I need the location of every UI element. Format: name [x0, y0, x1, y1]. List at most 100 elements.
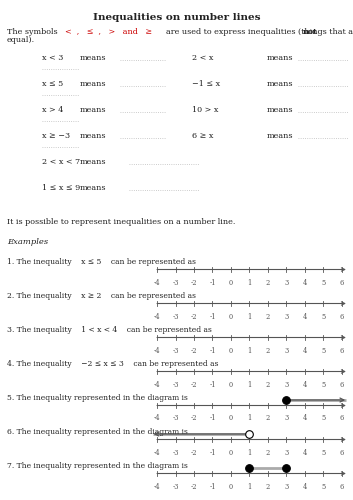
Text: 4: 4: [303, 312, 307, 320]
Text: means: means: [267, 132, 293, 140]
Text: x < 3: x < 3: [42, 54, 64, 62]
Text: 4. The inequality    −2 ≤ x ≤ 3    can be represented as: 4. The inequality −2 ≤ x ≤ 3 can be repr…: [7, 360, 219, 368]
Text: means: means: [267, 80, 293, 88]
Text: 1 ≤ x ≤ 9: 1 ≤ x ≤ 9: [42, 184, 80, 192]
Text: x ≥ −3: x ≥ −3: [42, 132, 71, 140]
Text: 2: 2: [266, 346, 270, 354]
Text: -2: -2: [191, 482, 197, 490]
Text: 5: 5: [321, 414, 325, 422]
Text: means: means: [267, 54, 293, 62]
Text: 2 < x: 2 < x: [192, 54, 214, 62]
Text: 3: 3: [284, 448, 288, 456]
Text: 1. The inequality    x ≤ 5    can be represented as: 1. The inequality x ≤ 5 can be represent…: [7, 258, 196, 266]
Text: -3: -3: [172, 380, 179, 388]
Text: -4: -4: [154, 278, 160, 286]
Text: -2: -2: [191, 312, 197, 320]
Text: <  ,   ≤  ,   >   and   ≥: < , ≤ , > and ≥: [65, 28, 152, 36]
Text: 6: 6: [340, 380, 344, 388]
Text: means: means: [79, 184, 106, 192]
Text: It is possible to represent inequalities on a number line.: It is possible to represent inequalities…: [7, 218, 235, 226]
Text: 4: 4: [303, 448, 307, 456]
Text: -1: -1: [209, 278, 216, 286]
Text: 0: 0: [229, 312, 233, 320]
Text: 3: 3: [284, 482, 288, 490]
Text: 1: 1: [247, 346, 252, 354]
Text: 1: 1: [247, 414, 252, 422]
Text: 0: 0: [229, 380, 233, 388]
Text: 5: 5: [321, 346, 325, 354]
Text: 6: 6: [340, 312, 344, 320]
Text: Inequalities on number lines: Inequalities on number lines: [93, 13, 260, 22]
Text: -1: -1: [209, 482, 216, 490]
Text: -4: -4: [154, 414, 160, 422]
Text: -4: -4: [154, 380, 160, 388]
Text: -3: -3: [172, 448, 179, 456]
Text: 6: 6: [340, 278, 344, 286]
Text: 0: 0: [229, 448, 233, 456]
Text: means: means: [267, 106, 293, 114]
Text: means: means: [79, 54, 106, 62]
Text: -1: -1: [209, 346, 216, 354]
Text: 6: 6: [340, 346, 344, 354]
Text: -4: -4: [154, 482, 160, 490]
Text: 1: 1: [247, 380, 252, 388]
Text: 3: 3: [284, 380, 288, 388]
Text: 1: 1: [247, 448, 252, 456]
Text: -3: -3: [172, 346, 179, 354]
Text: -1: -1: [209, 312, 216, 320]
Text: -1: -1: [209, 448, 216, 456]
Text: -3: -3: [172, 312, 179, 320]
Text: not: not: [303, 28, 318, 36]
Text: The symbols: The symbols: [7, 28, 68, 36]
Text: 2: 2: [266, 380, 270, 388]
Text: means: means: [79, 158, 106, 166]
Text: 2 < x < 7: 2 < x < 7: [42, 158, 80, 166]
Text: x > 4: x > 4: [42, 106, 64, 114]
Text: 4: 4: [303, 482, 307, 490]
Text: 2: 2: [266, 448, 270, 456]
Text: means: means: [79, 132, 106, 140]
Text: 5: 5: [321, 482, 325, 490]
Text: -3: -3: [172, 482, 179, 490]
Text: 7. The inequality represented in the diagram is: 7. The inequality represented in the dia…: [7, 462, 188, 469]
Text: 2: 2: [266, 278, 270, 286]
Text: equal).: equal).: [7, 36, 35, 44]
Text: 0: 0: [229, 278, 233, 286]
Text: 3: 3: [284, 312, 288, 320]
Text: -4: -4: [154, 448, 160, 456]
Text: 2: 2: [266, 482, 270, 490]
Text: means: means: [79, 106, 106, 114]
Text: 6: 6: [340, 414, 344, 422]
Text: -2: -2: [191, 346, 197, 354]
Text: 5: 5: [321, 278, 325, 286]
Text: 3. The inequality    1 < x < 4    can be represented as: 3. The inequality 1 < x < 4 can be repre…: [7, 326, 212, 334]
Text: x ≤ 5: x ≤ 5: [42, 80, 64, 88]
Text: 3: 3: [284, 346, 288, 354]
Text: 1: 1: [247, 482, 252, 490]
Text: -2: -2: [191, 448, 197, 456]
Text: -2: -2: [191, 414, 197, 422]
Text: -2: -2: [191, 380, 197, 388]
Text: 5: 5: [321, 312, 325, 320]
Text: -2: -2: [191, 278, 197, 286]
Text: 4: 4: [303, 346, 307, 354]
Text: −1 ≤ x: −1 ≤ x: [192, 80, 221, 88]
Text: 3: 3: [284, 278, 288, 286]
Text: 5: 5: [321, 448, 325, 456]
Text: 3: 3: [284, 414, 288, 422]
Text: means: means: [79, 80, 106, 88]
Text: -3: -3: [172, 278, 179, 286]
Text: 2: 2: [266, 414, 270, 422]
Text: 1: 1: [247, 278, 252, 286]
Text: are used to express inequalities (things that are: are used to express inequalities (things…: [161, 28, 353, 36]
Text: 4: 4: [303, 380, 307, 388]
Text: -4: -4: [154, 312, 160, 320]
Text: 5: 5: [321, 380, 325, 388]
Text: 4: 4: [303, 278, 307, 286]
Text: 2: 2: [266, 312, 270, 320]
Text: 10 > x: 10 > x: [192, 106, 219, 114]
Text: 0: 0: [229, 414, 233, 422]
Text: Examples: Examples: [7, 238, 48, 246]
Text: 1: 1: [247, 312, 252, 320]
Text: 0: 0: [229, 482, 233, 490]
